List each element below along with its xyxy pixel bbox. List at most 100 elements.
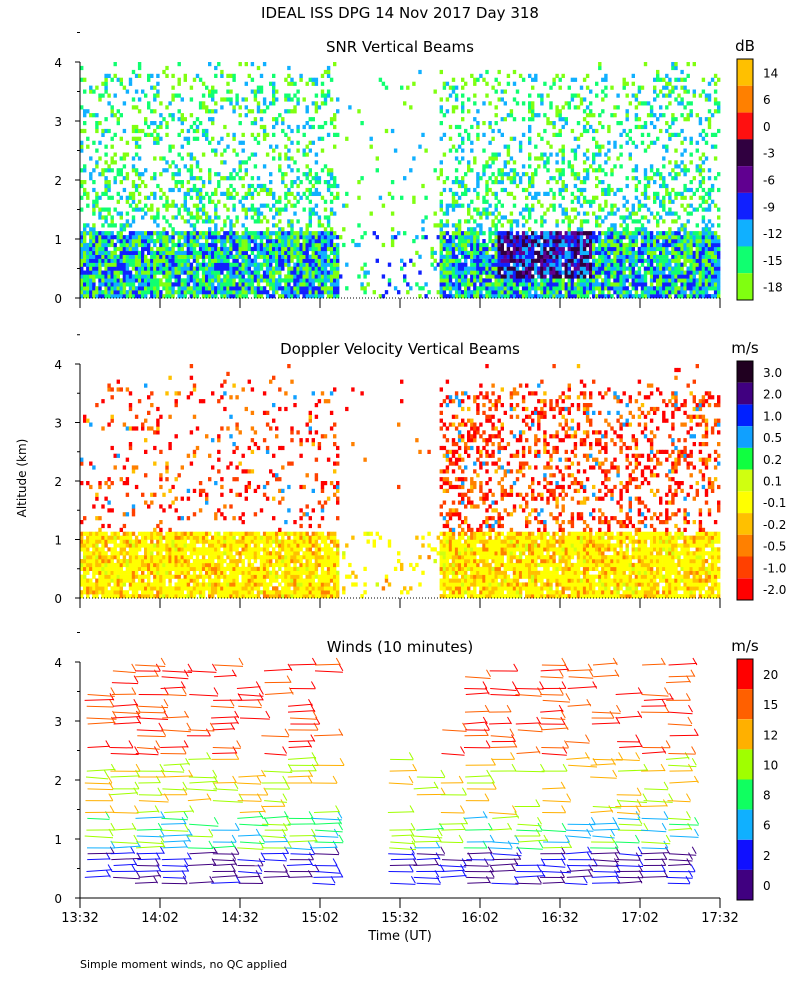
snr-cell (226, 282, 230, 287)
snr-cell (293, 246, 297, 252)
snr-cell (80, 195, 84, 200)
snr-cell (137, 270, 142, 275)
snr-cell (619, 187, 623, 193)
snr-cell (488, 286, 492, 291)
snr-cell (445, 262, 450, 267)
snr-cell (610, 211, 614, 216)
snr-cell (131, 250, 136, 255)
snr-cell (537, 270, 541, 275)
snr-cell (122, 242, 127, 248)
snr-cell (128, 77, 133, 82)
snr-cell (564, 239, 568, 244)
snr-cell (464, 254, 468, 259)
snr-cell (104, 262, 108, 267)
snr-cell (564, 117, 568, 122)
snr-cell (113, 73, 117, 78)
snr-cell (717, 274, 721, 279)
snr-cell (589, 101, 593, 106)
snr-cell (482, 254, 486, 259)
snr-cell (497, 270, 501, 275)
snr-cell (275, 144, 279, 149)
snr-cell (643, 168, 648, 173)
snr-cell (259, 262, 264, 267)
snr-cell (470, 199, 474, 204)
snr-cell (448, 274, 453, 279)
snr-cell (625, 113, 629, 118)
snr-cell (305, 262, 309, 267)
snr-cell (698, 294, 703, 299)
snr-cell (549, 85, 553, 90)
snr-cell (454, 235, 459, 240)
snr-cell (244, 282, 248, 287)
snr-cell (83, 262, 87, 267)
snr-cell (144, 132, 148, 137)
snr-cell (311, 262, 315, 267)
snr-cell (125, 254, 130, 259)
snr-y-tick-label: 1 (54, 233, 62, 247)
doppler-panel: Doppler Velocity Vertical Beams01234m/s3… (54, 334, 786, 608)
snr-cell (119, 227, 123, 232)
snr-cell (287, 93, 291, 98)
snr-cell (122, 152, 127, 157)
snr-cell (674, 85, 678, 90)
snr-cell (198, 199, 203, 204)
snr-cell (561, 168, 565, 173)
snr-cell (156, 223, 160, 228)
snr-cell (604, 258, 608, 263)
snr-cell (698, 239, 703, 244)
snr-cell (156, 258, 160, 263)
snr-cell (116, 294, 120, 299)
snr-cell (442, 254, 447, 259)
snr-cell (336, 262, 340, 267)
snr-cell (131, 290, 136, 295)
snr-cell (500, 235, 504, 240)
snr-cell (104, 73, 108, 78)
snr-cell (643, 290, 648, 295)
snr-cell (299, 73, 303, 78)
snr-cell (278, 278, 282, 283)
snr-cell (171, 286, 175, 291)
snr-cell (183, 117, 187, 122)
snr-cell (150, 294, 154, 299)
snr-cell (125, 278, 130, 283)
snr-cell (314, 105, 319, 110)
snr-cell (521, 164, 526, 169)
snr-cell (695, 242, 699, 248)
snr-cell (430, 254, 434, 259)
snr-cell (579, 246, 584, 252)
snr-cell (308, 219, 312, 224)
snr-cell (634, 117, 639, 122)
snr-cell (552, 176, 556, 181)
snr-cell (579, 223, 584, 228)
snr-cell (125, 140, 130, 145)
snr-cell (223, 246, 227, 252)
snr-cell (503, 250, 507, 255)
snr-colorbar-swatch (737, 273, 753, 300)
snr-cell (95, 124, 99, 130)
snr-cell (717, 77, 721, 82)
snr-cell (488, 231, 492, 236)
snr-cell (695, 187, 699, 193)
snr-cell (634, 105, 639, 110)
snr-cell (174, 183, 178, 189)
snr-cell (464, 172, 468, 177)
snr-cell (707, 124, 712, 130)
snr-cell (494, 266, 498, 271)
snr-cell (122, 227, 127, 232)
snr-cell (250, 278, 255, 283)
snr-cell (439, 105, 443, 110)
snr-cell (479, 250, 483, 255)
snr-cell (147, 290, 151, 295)
snr-cell (83, 258, 87, 263)
snr-cell (281, 128, 285, 134)
snr-cell (482, 101, 486, 106)
snr-cell (235, 282, 239, 287)
doppler-data (80, 364, 721, 599)
snr-cell (680, 286, 684, 291)
snr-cell (171, 254, 175, 259)
snr-cell (589, 113, 593, 118)
snr-cell (433, 250, 437, 255)
snr-cell (616, 207, 620, 212)
snr-cell (113, 286, 117, 291)
snr-cell (320, 270, 325, 275)
